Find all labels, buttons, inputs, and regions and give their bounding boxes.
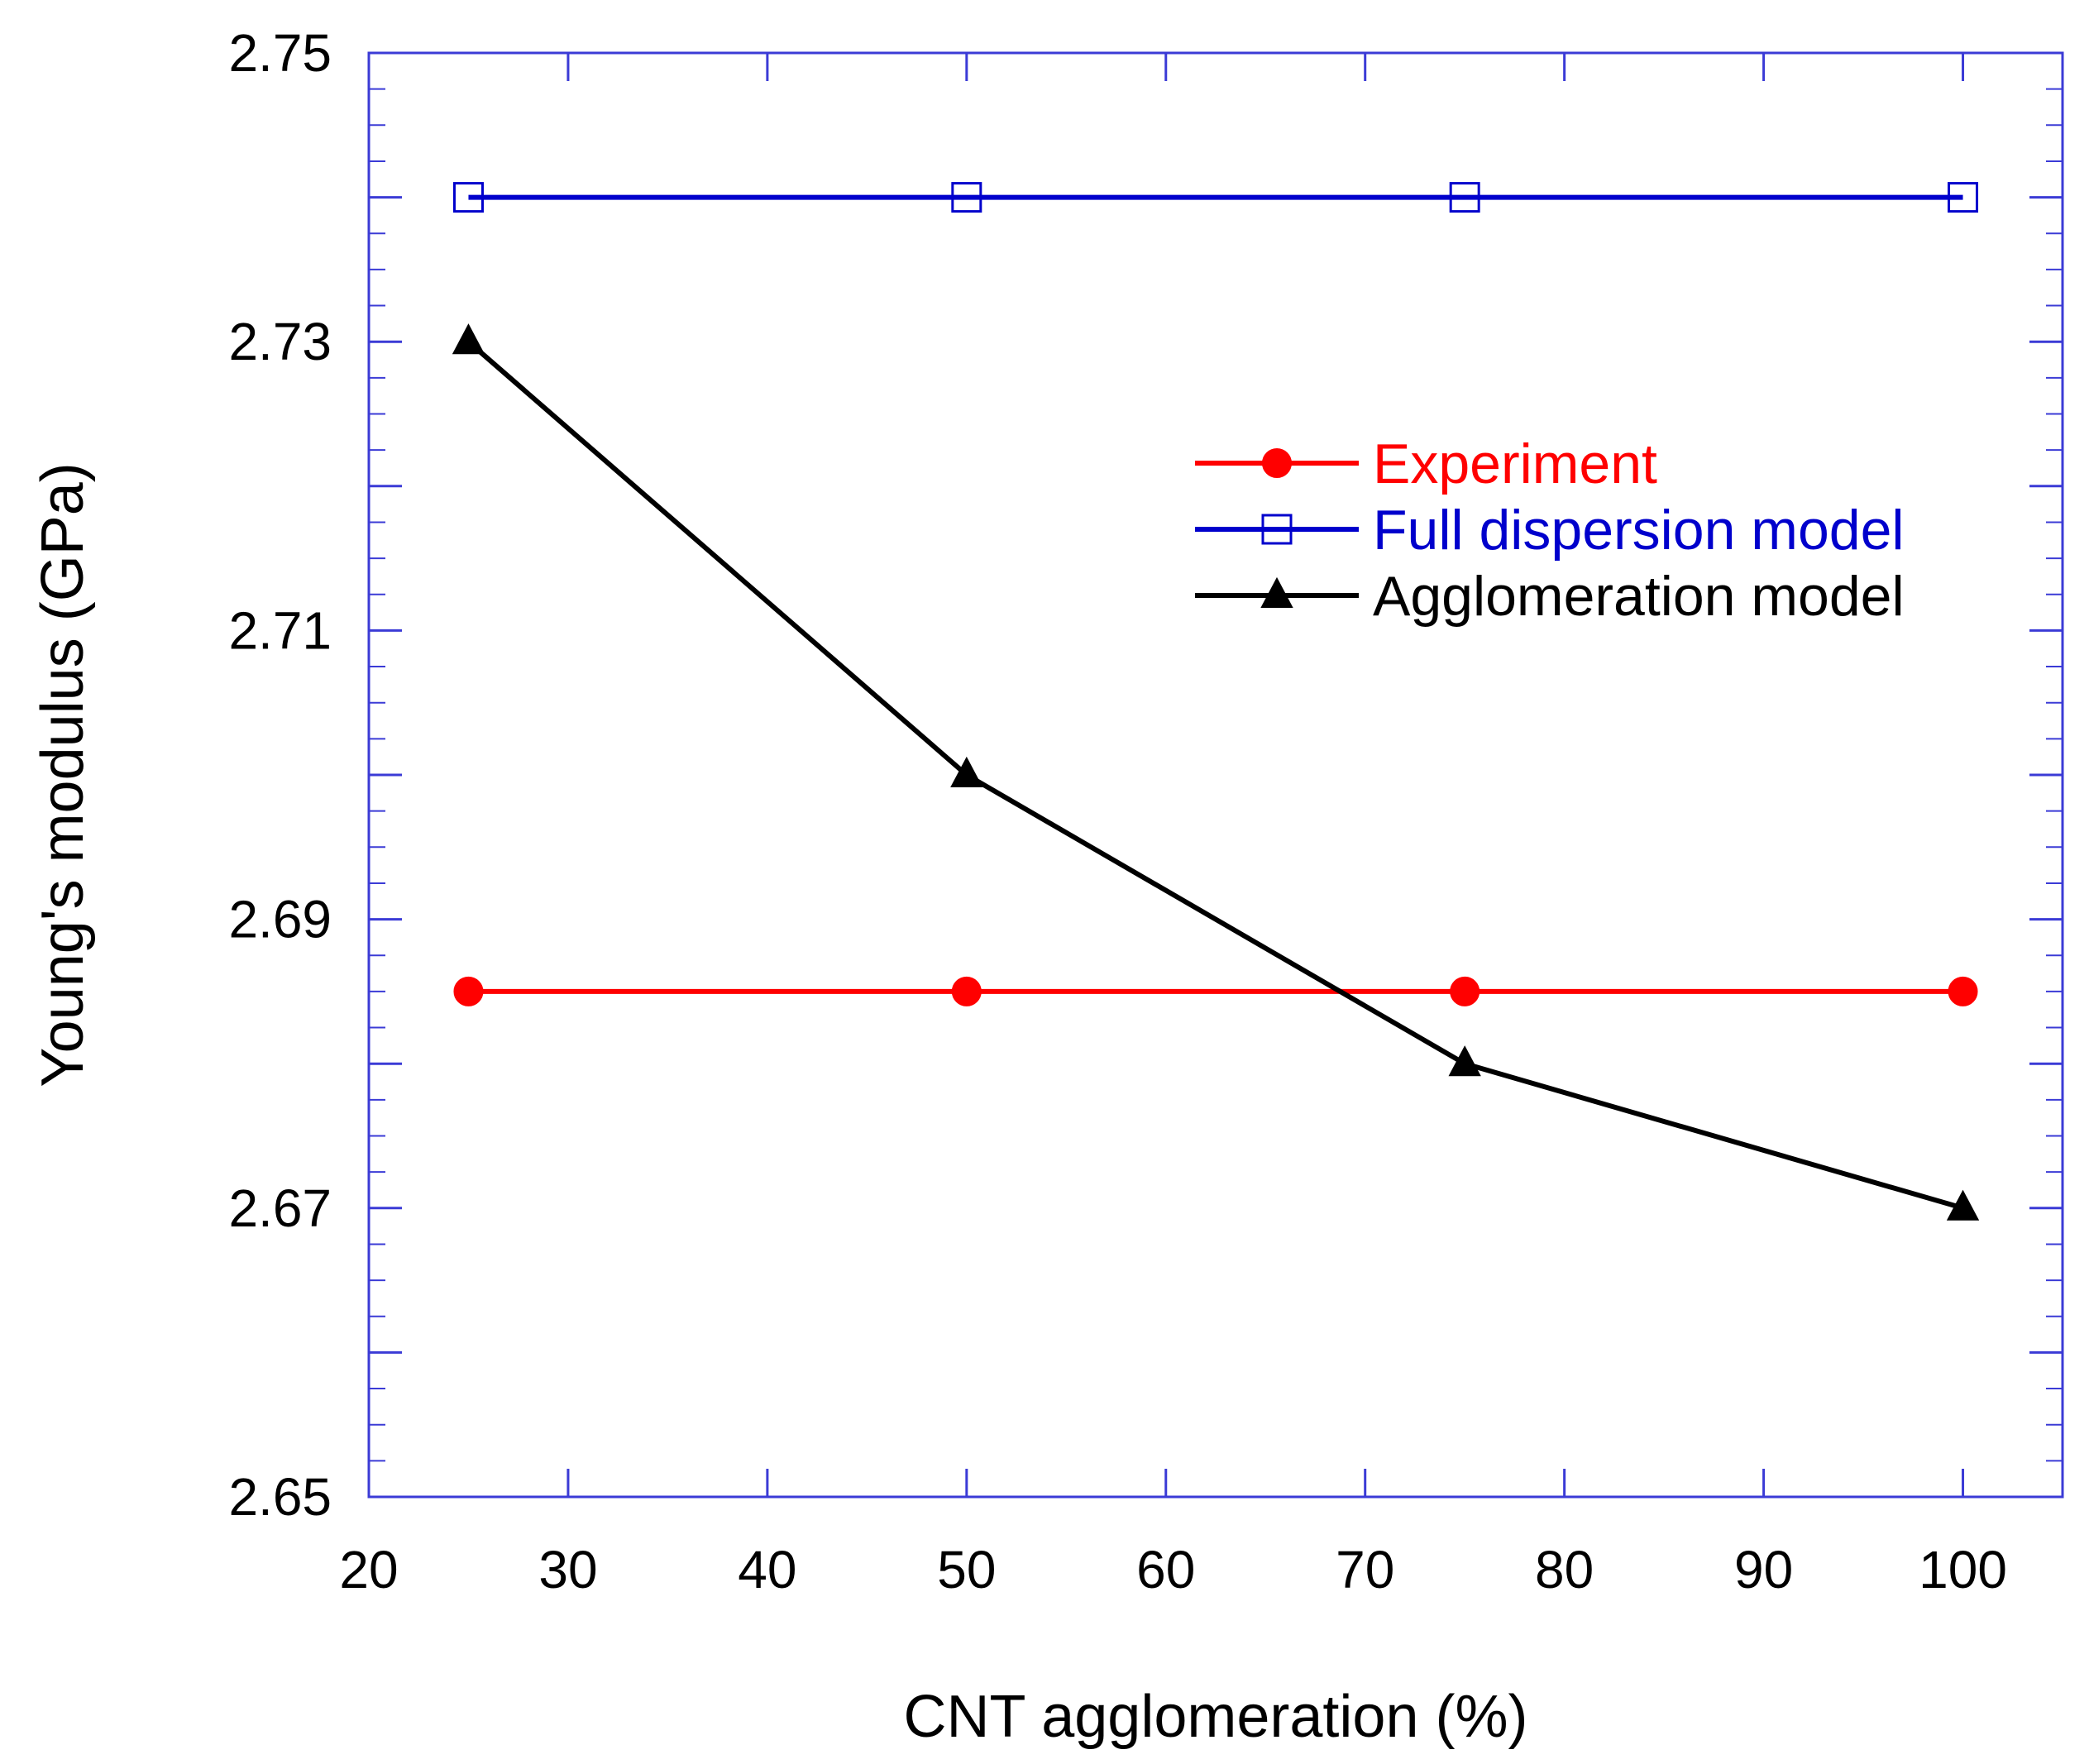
data-point xyxy=(1448,1045,1481,1077)
y-tick-label: 2.75 xyxy=(228,23,332,83)
data-point xyxy=(1450,976,1480,1006)
data-point xyxy=(452,323,485,355)
x-tick-label: 100 xyxy=(1919,1540,2007,1599)
x-tick-label: 20 xyxy=(339,1540,398,1599)
data-point xyxy=(1948,976,1978,1006)
series-1 xyxy=(452,182,1979,213)
data-point xyxy=(951,182,982,213)
y-tick-label: 2.67 xyxy=(228,1178,332,1238)
series-2 xyxy=(452,323,1980,1221)
legend-entry: Agglomeration model xyxy=(1195,565,1905,628)
y-tick-label: 2.73 xyxy=(228,312,332,371)
legend-label: Agglomeration model xyxy=(1373,565,1905,628)
x-tick-label: 90 xyxy=(1734,1540,1793,1599)
legend-entry: Experiment xyxy=(1195,433,1657,495)
series-line xyxy=(466,339,1964,1211)
legend-label: Full dispersion model xyxy=(1373,499,1905,562)
y-tick-label: 2.69 xyxy=(228,890,332,949)
data-point xyxy=(950,756,983,787)
data-point xyxy=(1449,182,1480,213)
x-tick-label: 70 xyxy=(1336,1540,1394,1599)
plot-frame xyxy=(367,51,2064,1499)
legend-marker xyxy=(1261,514,1293,545)
data-point xyxy=(452,182,484,213)
legend-entry: Full dispersion model xyxy=(1195,499,1905,562)
legend-marker xyxy=(1260,576,1293,608)
x-tick-label: 50 xyxy=(937,1540,996,1599)
x-tick-label: 60 xyxy=(1136,1540,1195,1599)
data-point xyxy=(1948,182,1979,213)
y-tick-label: 2.71 xyxy=(228,600,332,660)
data-point xyxy=(453,976,484,1006)
x-tick-label: 30 xyxy=(538,1540,597,1599)
y-axis-title: Young's modulus (GPa) xyxy=(30,462,96,1088)
x-tick-label: 40 xyxy=(738,1540,796,1599)
series-layer xyxy=(452,182,1980,1221)
x-axis-title: CNT agglomeration (%) xyxy=(904,1684,1528,1750)
x-tick-label: 80 xyxy=(1535,1540,1594,1599)
axis-ticks xyxy=(367,51,2063,1499)
legend-label: Experiment xyxy=(1373,433,1657,495)
series-0 xyxy=(453,976,1978,1006)
data-point xyxy=(951,976,982,1006)
data-point xyxy=(1946,1189,1980,1221)
y-tick-label: 2.65 xyxy=(228,1467,332,1527)
tick-labels: 20 30 40 50 60 70 80 90 100 2.65 2.67 2.69 2.71 2.73 2… xyxy=(228,23,2006,1599)
legend-marker xyxy=(1262,448,1292,478)
